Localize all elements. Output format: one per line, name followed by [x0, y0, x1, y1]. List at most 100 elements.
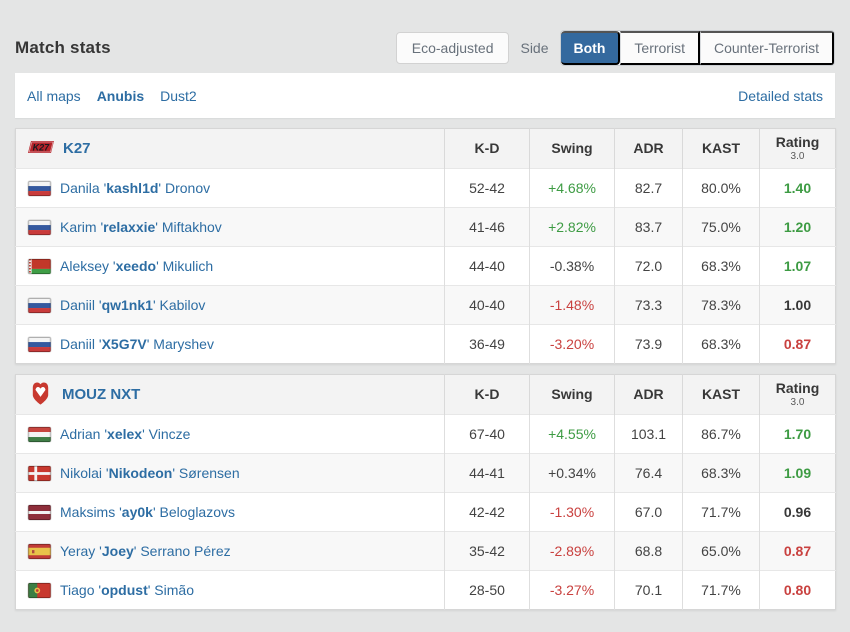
adr-cell: 67.0 — [614, 492, 683, 532]
player-row: Danila 'kashl1d' Dronov 52-42 +4.68% 82.7 80… — [15, 168, 836, 208]
eco-adjusted-button[interactable]: Eco-adjusted — [395, 32, 510, 64]
swing-cell: -1.30% — [529, 492, 615, 532]
side-option-terrorist[interactable]: Terrorist — [620, 31, 700, 65]
k27-logo-icon: K27 — [28, 140, 54, 157]
swing-cell: +4.68% — [529, 168, 615, 208]
flag-ru-icon — [28, 297, 51, 313]
player-name-link[interactable]: Tiago 'opdust' Simão — [60, 582, 194, 598]
kast-cell: 86.7% — [682, 414, 760, 454]
kd-cell: 52-42 — [444, 168, 530, 208]
side-option-counter-terrorist[interactable]: Counter-Terrorist — [699, 31, 834, 65]
flag-pt-icon — [28, 582, 51, 598]
rating-cell: 1.00 — [759, 285, 836, 325]
kd-cell: 44-41 — [444, 453, 530, 493]
rating-cell: 1.09 — [759, 453, 836, 493]
player-name-link[interactable]: Aleksey 'xeedo' Mikulich — [60, 258, 214, 274]
kd-cell: 42-42 — [444, 492, 530, 532]
kast-cell: 80.0% — [682, 168, 760, 208]
column-header-kast: KAST — [682, 374, 760, 415]
kast-cell: 68.3% — [682, 246, 760, 286]
column-header-rating: Rating 3.0 — [759, 128, 836, 169]
side-option-both[interactable]: Both — [560, 31, 621, 65]
rating-cell: 1.07 — [759, 246, 836, 286]
rating-cell: 0.80 — [759, 570, 836, 610]
flag-hu-icon — [28, 426, 51, 442]
stats-tables: K27 K27 K-D Swing ADR KAST Rating 3.0 Danila 'ka… — [0, 128, 850, 610]
player-row: Daniil 'X5G7V' Maryshev 36-49 -3.20% 73.9 68… — [15, 324, 836, 364]
column-header-kd: K-D — [444, 128, 530, 169]
player-row: Yeray 'Joey' Serrano Pérez 35-42 -2.89% 68.… — [15, 531, 836, 571]
stats-controls: Eco-adjusted Side Both Terrorist Counter-T… — [395, 30, 835, 66]
kd-cell: 41-46 — [444, 207, 530, 247]
player-name-link[interactable]: Yeray 'Joey' Serrano Pérez — [60, 543, 231, 559]
kd-cell: 44-40 — [444, 246, 530, 286]
detailed-stats-link[interactable]: Detailed stats — [738, 87, 823, 104]
column-header-adr: ADR — [614, 374, 683, 415]
map-link-dust2[interactable]: Dust2 — [160, 87, 197, 104]
swing-cell: -0.38% — [529, 246, 615, 286]
side-segmented-control: Both Terrorist Counter-Terrorist — [559, 30, 835, 66]
adr-cell: 73.9 — [614, 324, 683, 364]
page-title: Match stats — [15, 38, 111, 57]
team-table-k27: K27 K27 K-D Swing ADR KAST Rating 3.0 Danila 'ka… — [15, 128, 836, 364]
flag-dk-icon — [28, 465, 51, 481]
map-link-all-maps[interactable]: All maps — [27, 87, 81, 104]
player-row: Nikolai 'Nikodeon' Sørensen 44-41 +0.34% 76… — [15, 453, 836, 493]
table-header-row: K27 K27 K-D Swing ADR KAST Rating 3.0 — [15, 128, 836, 169]
rating-cell: 1.40 — [759, 168, 836, 208]
rating-cell: 1.70 — [759, 414, 836, 454]
team-table-mouz-nxt: MOUZ NXT K-D Swing ADR KAST Rating 3.0 Adrian '… — [15, 374, 836, 610]
kast-cell: 68.3% — [682, 453, 760, 493]
kast-cell: 75.0% — [682, 207, 760, 247]
column-header-kd: K-D — [444, 374, 530, 415]
player-name-link[interactable]: Danila 'kashl1d' Dronov — [60, 180, 211, 196]
team-name-link[interactable]: MOUZ NXT — [62, 386, 141, 403]
map-filter-links: All maps Anubis Dust2 — [27, 88, 197, 104]
player-name-link[interactable]: Maksims 'ay0k' Beloglazovs — [60, 504, 236, 520]
player-row: Karim 'relaxxie' Miftakhov 41-46 +2.82% 83.… — [15, 207, 836, 247]
kd-cell: 28-50 — [444, 570, 530, 610]
player-row: Maksims 'ay0k' Beloglazovs 42-42 -1.30% 67.… — [15, 492, 836, 532]
player-name-link[interactable]: Daniil 'X5G7V' Maryshev — [60, 336, 214, 352]
team-name-link[interactable]: K27 — [63, 140, 91, 157]
adr-cell: 76.4 — [614, 453, 683, 493]
column-header-swing: Swing — [529, 128, 615, 169]
swing-cell: -2.89% — [529, 531, 615, 571]
swing-cell: +4.55% — [529, 414, 615, 454]
column-header-rating: Rating 3.0 — [759, 374, 836, 415]
kast-cell: 65.0% — [682, 531, 760, 571]
player-row: Daniil 'qw1nk1' Kabilov 40-40 -1.48% 73.3 78… — [15, 285, 836, 325]
player-name-link[interactable]: Karim 'relaxxie' Miftakhov — [60, 219, 222, 235]
column-header-swing: Swing — [529, 374, 615, 415]
mouz-nxt-logo-icon — [28, 381, 53, 409]
table-header-row: MOUZ NXT K-D Swing ADR KAST Rating 3.0 — [15, 374, 836, 415]
kd-cell: 36-49 — [444, 324, 530, 364]
player-name-link[interactable]: Adrian 'xelex' Vincze — [60, 426, 191, 442]
swing-cell: -1.48% — [529, 285, 615, 325]
column-header-kast: KAST — [682, 128, 760, 169]
kd-cell: 67-40 — [444, 414, 530, 454]
swing-cell: -3.27% — [529, 570, 615, 610]
flag-ru-icon — [28, 180, 51, 196]
player-row: Tiago 'opdust' Simão 28-50 -3.27% 70.1 71.7%… — [15, 570, 836, 610]
player-name-link[interactable]: Daniil 'qw1nk1' Kabilov — [60, 297, 206, 313]
adr-cell: 70.1 — [614, 570, 683, 610]
swing-cell: -3.20% — [529, 324, 615, 364]
rating-cell: 0.96 — [759, 492, 836, 532]
rating-cell: 0.87 — [759, 531, 836, 571]
swing-cell: +2.82% — [529, 207, 615, 247]
kd-cell: 35-42 — [444, 531, 530, 571]
flag-ru-icon — [28, 219, 51, 235]
player-name-link[interactable]: Nikolai 'Nikodeon' Sørensen — [60, 465, 240, 481]
adr-cell: 103.1 — [614, 414, 683, 454]
side-label: Side — [520, 40, 549, 56]
flag-lv-icon — [28, 504, 51, 520]
match-stats-header: Match stats Eco-adjusted Side Both Terror… — [15, 30, 835, 66]
map-link-anubis[interactable]: Anubis — [96, 87, 145, 104]
adr-cell: 68.8 — [614, 531, 683, 571]
kast-cell: 78.3% — [682, 285, 760, 325]
swing-cell: +0.34% — [529, 453, 615, 493]
rating-cell: 1.20 — [759, 207, 836, 247]
column-header-adr: ADR — [614, 128, 683, 169]
svg-text:K27: K27 — [33, 143, 51, 153]
